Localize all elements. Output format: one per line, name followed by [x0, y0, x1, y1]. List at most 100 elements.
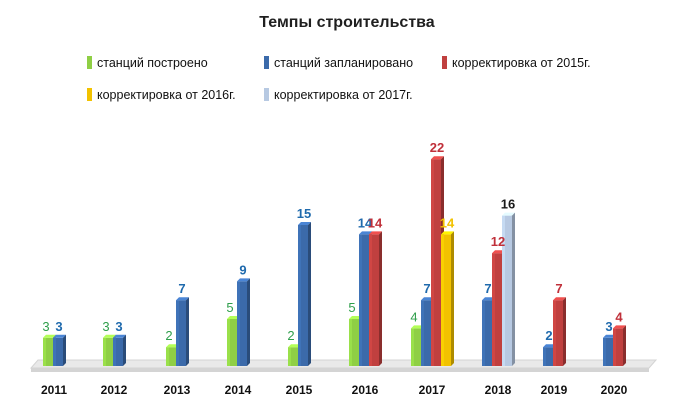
bar-highlight: [288, 347, 291, 366]
bar-front: [502, 215, 512, 366]
data-label: 2: [287, 328, 294, 343]
bar-top: [482, 297, 495, 301]
bar-top: [103, 334, 116, 338]
bar-top: [441, 231, 454, 235]
bar-highlight: [431, 159, 434, 366]
bar-top: [298, 222, 311, 225]
bar: [53, 334, 66, 366]
data-label: 4: [410, 309, 417, 324]
bars: [43, 156, 626, 366]
bar-highlight: [166, 347, 169, 366]
data-label: 7: [555, 281, 562, 296]
bar: [441, 231, 454, 366]
bar-front: [411, 328, 421, 366]
bar-highlight: [492, 253, 495, 366]
bar-top: [53, 334, 66, 338]
bar: [613, 325, 626, 366]
chart-title: Темпы строительства: [259, 14, 434, 31]
bar-front: [431, 159, 441, 366]
bar-side: [512, 212, 515, 366]
data-label: 14: [440, 215, 455, 230]
bar-front: [482, 300, 492, 366]
legend-swatch: [264, 56, 269, 69]
bar-front: [298, 225, 308, 366]
data-label: 14: [358, 215, 373, 230]
bar-front: [103, 337, 113, 366]
data-label: 4: [615, 309, 623, 324]
legend-item-5: корректировка от 2017г.: [264, 88, 413, 102]
bar-top: [431, 156, 444, 160]
bar-top: [603, 334, 616, 338]
legend-item-2: станций запланировано: [264, 56, 413, 70]
x-tick-label: 2012: [101, 383, 128, 397]
bar-front: [359, 234, 369, 366]
bar-front: [421, 300, 431, 366]
legend-label: станций построено: [97, 56, 208, 70]
bar-side: [308, 222, 311, 366]
data-label: 12: [491, 234, 505, 249]
bar-highlight: [482, 300, 485, 366]
legend-item-1: станций построено: [87, 56, 208, 70]
bar-top: [166, 344, 179, 348]
legend-swatch: [442, 56, 447, 69]
bar-highlight: [298, 225, 301, 366]
bar-front: [603, 337, 613, 366]
bar-front: [227, 319, 237, 366]
bar-top: [43, 334, 56, 338]
data-label: 16: [501, 197, 515, 212]
bar-front: [237, 281, 247, 366]
bar-highlight: [502, 215, 505, 366]
bar-top: [176, 297, 189, 301]
x-tick-label: 2017: [419, 383, 446, 397]
bar-highlight: [43, 337, 46, 366]
bar: [369, 231, 382, 366]
bar-highlight: [441, 234, 444, 366]
bar-highlight: [603, 337, 606, 366]
legend-label: корректировка от 2015г.: [452, 56, 591, 70]
data-label: 3: [102, 319, 109, 334]
bar-top: [543, 344, 556, 348]
bar-highlight: [113, 337, 116, 366]
bar-side: [186, 297, 189, 366]
data-label: 22: [430, 140, 444, 155]
bar-top: [113, 334, 126, 338]
bar-top: [288, 344, 301, 348]
bar-highlight: [613, 328, 616, 366]
bar-highlight: [411, 328, 414, 366]
bar-top: [349, 316, 362, 319]
legend-swatch: [87, 56, 92, 69]
bar-top: [492, 250, 505, 254]
bar-front: [53, 337, 63, 366]
bar-front: [113, 337, 123, 366]
bar-highlight: [53, 337, 56, 366]
data-label: 14: [368, 215, 383, 230]
bar-side: [123, 334, 126, 366]
data-label: 7: [484, 281, 491, 296]
bar-front: [613, 328, 623, 366]
bar-highlight: [176, 300, 179, 366]
data-label: 3: [55, 319, 62, 334]
data-label: 7: [423, 281, 430, 296]
bar-highlight: [421, 300, 424, 366]
x-tick-label: 2014: [225, 383, 252, 397]
bar-highlight: [369, 234, 372, 366]
legend-label: корректировка от 2017г.: [274, 88, 413, 102]
bar-front: [43, 337, 53, 366]
bar-side: [247, 278, 250, 366]
bar-side: [451, 231, 454, 366]
bar-front: [369, 234, 379, 366]
x-tick-label: 2011: [41, 383, 67, 397]
bar: [113, 334, 126, 366]
bar-highlight: [543, 347, 546, 366]
bar-top: [227, 316, 240, 319]
data-label: 2: [165, 328, 172, 343]
bar-front: [553, 300, 563, 366]
chart-floor-front: [31, 368, 649, 372]
bar: [237, 278, 250, 366]
data-label: 7: [178, 281, 185, 296]
bar-highlight: [237, 281, 240, 366]
bar-side: [623, 325, 626, 366]
x-tick-label: 2018: [485, 383, 512, 397]
